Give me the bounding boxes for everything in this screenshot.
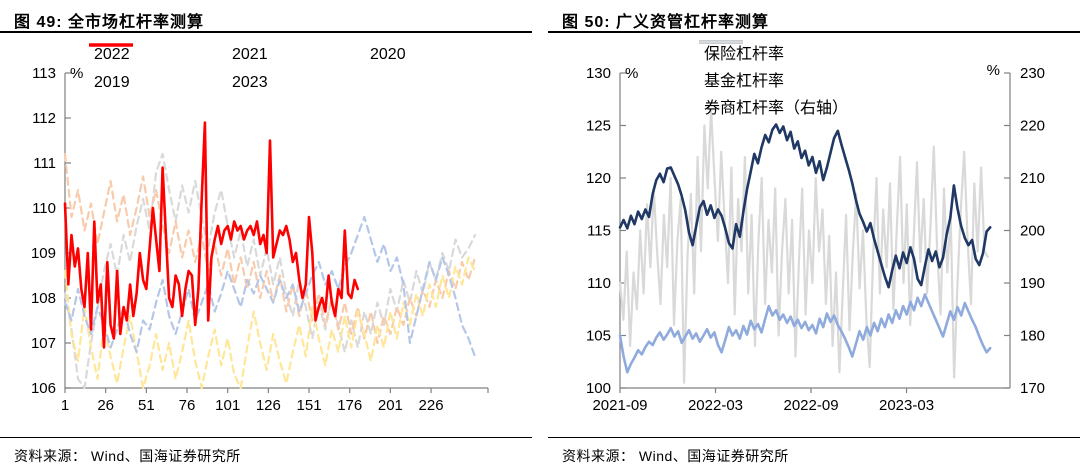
figure-panel-49: 图 49: 全市场杠杆率测算 2022 2021 2020 2019 2023 106 1… xyxy=(0,0,532,470)
x-axis-tick-label: 26 xyxy=(97,397,114,414)
legend-swatch-2023 xyxy=(89,43,133,47)
x-axis-tick-label: 201 xyxy=(378,397,403,414)
y-axis-tick-label: 100 xyxy=(586,380,611,397)
x-axis-tick-label: 126 xyxy=(256,397,281,414)
x-axis-tick-label: 2022-09 xyxy=(783,397,838,414)
legend-item: 券商杠杆率（右轴） xyxy=(698,40,849,118)
legend-label: 2020 xyxy=(370,46,406,63)
figure-49-source-text: 资料来源： Wind、国海证券研究所 xyxy=(14,448,241,464)
right-y-axis-unit-label: % xyxy=(987,62,1000,79)
y-axis-tick-label: 130 xyxy=(586,65,611,82)
x-axis-tick-label: 51 xyxy=(138,397,155,414)
figure-50-source-text: 资料来源： Wind、国海证券研究所 xyxy=(562,448,789,464)
legend-item: 2021 xyxy=(89,43,364,64)
y-axis-unit-label: % xyxy=(625,65,638,82)
y-axis-tick-label: 210 xyxy=(1020,170,1045,187)
y-axis-tick-label: 111 xyxy=(33,155,56,172)
y-axis-tick-label: 230 xyxy=(1020,65,1045,82)
legend-item: 2023 xyxy=(89,43,364,92)
series-line-2019 xyxy=(63,152,477,345)
figure-49-source-row: 资料来源： Wind、国海证券研究所 xyxy=(0,437,532,470)
y-axis-unit-label: % xyxy=(70,65,83,82)
series-line-保险杠杆率 xyxy=(618,123,992,289)
x-axis-tick-label: 176 xyxy=(337,397,362,414)
figure-49-chart-area: 2022 2021 2020 2019 2023 106 107 108 109 110 111 1… xyxy=(0,33,532,437)
y-axis-tick-label: 110 xyxy=(587,275,611,292)
series-line-2021 xyxy=(63,256,477,390)
legend-item: 基金杠杆率 xyxy=(698,40,785,91)
y-axis-tick-label: 106 xyxy=(31,380,56,397)
x-axis-tick-label: 2022-03 xyxy=(688,397,743,414)
legend-label: 保险杠杆率 xyxy=(704,45,785,63)
legend-label: 2019 xyxy=(94,74,130,91)
legend-row: 基金杠杆率 xyxy=(698,40,848,92)
x-axis-tick-label: 1 xyxy=(61,397,69,414)
x-axis-tick-label: 2023-03 xyxy=(879,397,934,414)
legend-item: 2019 xyxy=(88,43,226,92)
x-axis-tick-label: 101 xyxy=(215,397,240,414)
figure-49-legend: 2022 2021 2020 2019 2023 xyxy=(88,41,502,97)
legend-row: 2022 2021 2020 xyxy=(88,41,502,69)
x-axis-tick-label: 151 xyxy=(297,397,322,414)
figure-panel-50: 图 50: 广义资管杠杆率测算 保险杠杆率 基金杠杆率 券商杠杆率（右轴） 100 1… xyxy=(548,0,1080,470)
series-line-2023 xyxy=(63,121,360,349)
y-axis-tick-label: 190 xyxy=(1020,275,1045,292)
series-line-2022 xyxy=(63,215,477,358)
y-axis-tick-label: 107 xyxy=(31,335,56,352)
y-axis-tick-label: 113 xyxy=(32,65,56,82)
figure-49-title: 图 49: 全市场杠杆率测算 xyxy=(0,0,532,33)
legend-swatch-券商杠杆率（右轴） xyxy=(699,40,743,44)
y-axis-tick-label: 115 xyxy=(587,223,611,240)
y-axis-tick-label: 170 xyxy=(1020,380,1045,397)
figure-50-title: 图 50: 广义资管杠杆率测算 xyxy=(548,0,1080,33)
y-axis-tick-label: 180 xyxy=(1020,328,1045,345)
legend-row: 券商杠杆率（右轴） xyxy=(698,40,849,119)
series-line-基金杠杆率 xyxy=(618,293,992,374)
figure-50-legend: 保险杠杆率基金杠杆率券商杠杆率（右轴） xyxy=(698,38,848,119)
legend-label: 2022 xyxy=(94,46,130,63)
y-axis-tick-label: 125 xyxy=(586,118,611,135)
y-axis-tick-label: 200 xyxy=(1020,223,1045,240)
y-axis-tick-label: 109 xyxy=(31,245,56,262)
y-axis-tick-label: 220 xyxy=(1020,118,1045,135)
legend-label: 券商杠杆率（右轴） xyxy=(704,99,849,117)
figure-50-chart-area: 保险杠杆率基金杠杆率券商杠杆率（右轴） 100 105 110 115 120 125 13… xyxy=(548,33,1080,437)
legend-item: 2020 xyxy=(89,43,502,64)
y-axis-tick-label: 110 xyxy=(32,200,56,217)
figure-50-source-row: 资料来源： Wind、国海证券研究所 xyxy=(548,437,1080,470)
y-axis-tick-label: 120 xyxy=(586,170,611,187)
x-axis-tick-label: 2021-09 xyxy=(592,397,647,414)
chart-svg: 100 105 110 115 120 125 130 170 180 190 200 210 220 2… xyxy=(586,62,1045,414)
y-axis-tick-label: 108 xyxy=(31,290,56,307)
legend-label: 2023 xyxy=(232,74,268,91)
legend-row: 2019 2023 xyxy=(88,43,502,97)
x-axis-tick-label: 76 xyxy=(179,397,196,414)
series-line-券商杠杆率（右轴） xyxy=(618,108,989,384)
x-axis-tick-label: 226 xyxy=(419,397,444,414)
y-axis-tick-label: 112 xyxy=(32,110,56,127)
series-line-2020 xyxy=(63,152,477,390)
y-axis-tick-label: 105 xyxy=(586,328,611,345)
legend-label: 基金杠杆率 xyxy=(704,72,785,90)
legend-label: 2021 xyxy=(232,46,268,63)
